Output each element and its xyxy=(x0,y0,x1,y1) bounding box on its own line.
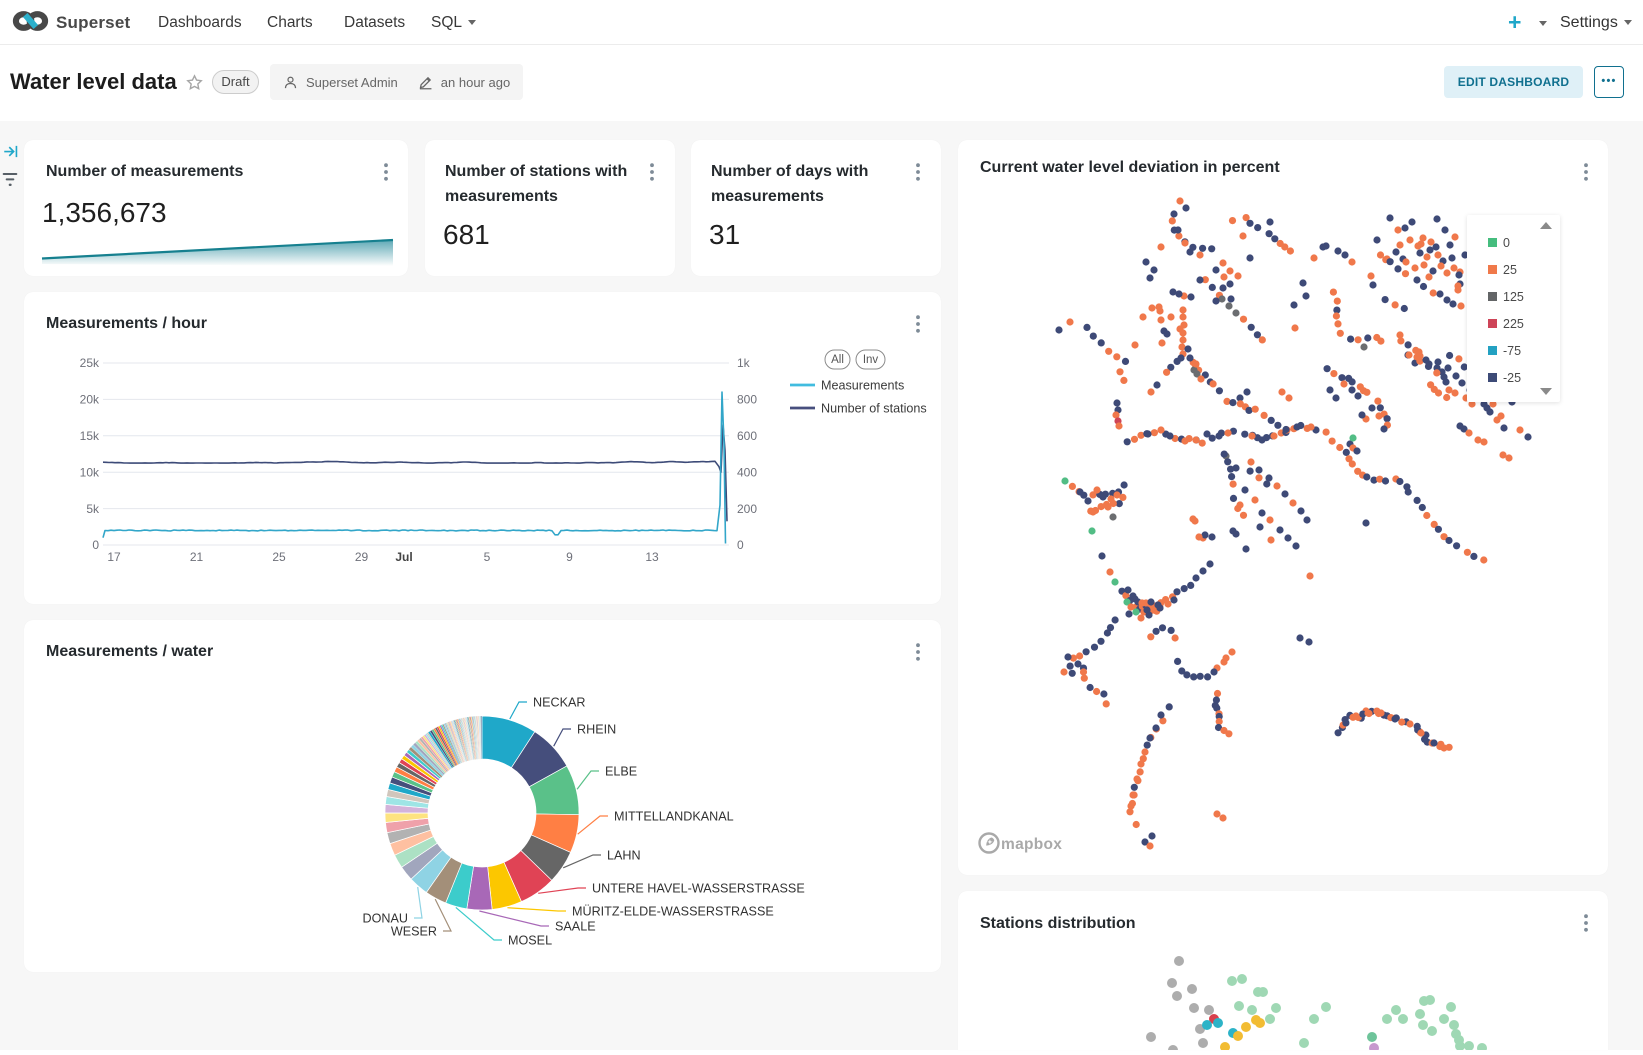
svg-text:LAHN: LAHN xyxy=(607,848,641,862)
svg-text:ELBE: ELBE xyxy=(605,764,637,778)
svg-text:400: 400 xyxy=(737,465,757,479)
svg-text:Jul: Jul xyxy=(395,550,412,564)
svg-text:800: 800 xyxy=(737,393,757,407)
svg-text:RHEIN: RHEIN xyxy=(577,722,616,736)
svg-text:0: 0 xyxy=(737,538,744,552)
svg-text:15k: 15k xyxy=(80,429,100,443)
svg-text:29: 29 xyxy=(355,550,369,564)
svg-text:WESER: WESER xyxy=(391,924,437,938)
svg-text:20k: 20k xyxy=(80,393,100,407)
svg-text:600: 600 xyxy=(737,429,757,443)
svg-text:Inv: Inv xyxy=(863,354,879,366)
svg-text:Measurements: Measurements xyxy=(821,379,904,393)
svg-text:mapbox: mapbox xyxy=(1001,836,1062,853)
svg-text:21: 21 xyxy=(190,550,204,564)
svg-text:DONAU: DONAU xyxy=(363,911,408,925)
svg-text:0: 0 xyxy=(92,538,99,552)
svg-text:9: 9 xyxy=(566,550,573,564)
svg-text:200: 200 xyxy=(737,502,757,516)
svg-text:MITTELLANDKANAL: MITTELLANDKANAL xyxy=(614,809,734,823)
svg-text:17: 17 xyxy=(107,550,121,564)
svg-text:SAALE: SAALE xyxy=(555,919,596,933)
svg-text:5: 5 xyxy=(484,550,491,564)
svg-text:5k: 5k xyxy=(86,502,100,516)
svg-text:25k: 25k xyxy=(80,356,100,370)
svg-text:Number of stations: Number of stations xyxy=(821,402,927,416)
svg-text:1k: 1k xyxy=(737,356,751,370)
svg-text:13: 13 xyxy=(645,550,659,564)
svg-text:NECKAR: NECKAR xyxy=(533,695,585,709)
svg-text:All: All xyxy=(831,354,844,366)
svg-text:MÜRITZ-ELDE-WASSERSTRASSE: MÜRITZ-ELDE-WASSERSTRASSE xyxy=(572,904,774,918)
svg-text:25: 25 xyxy=(272,550,286,564)
svg-text:MOSEL: MOSEL xyxy=(508,933,552,947)
svg-text:10k: 10k xyxy=(80,465,100,479)
svg-text:UNTERE HAVEL-WASSERSTRASSE: UNTERE HAVEL-WASSERSTRASSE xyxy=(592,881,805,895)
